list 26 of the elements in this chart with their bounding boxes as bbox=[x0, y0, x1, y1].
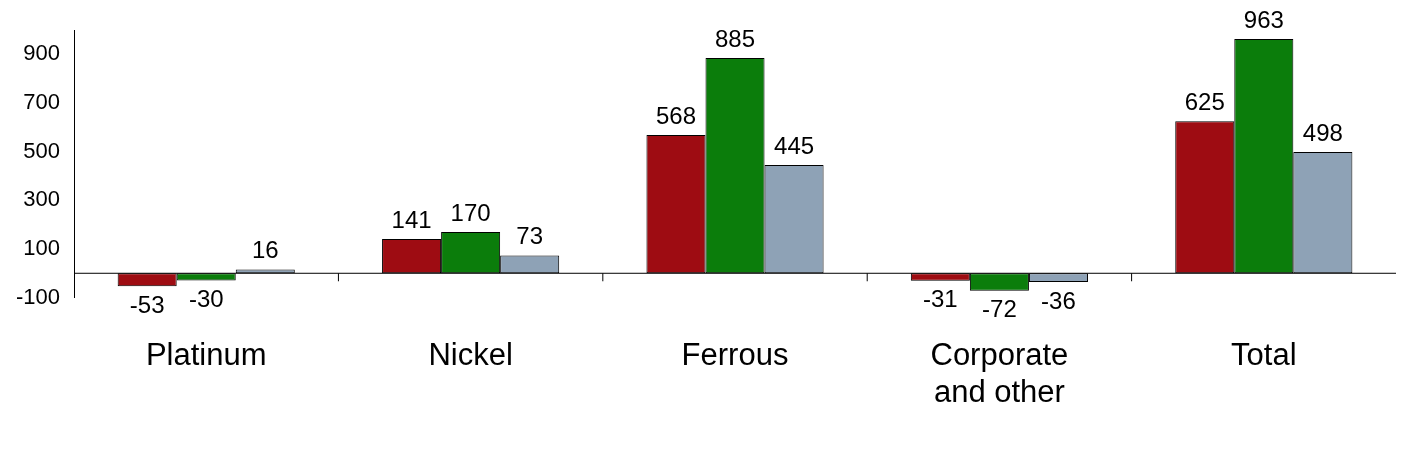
data-label: -53 bbox=[129, 290, 165, 318]
data-label: 141 bbox=[391, 205, 432, 233]
data-label: -30 bbox=[188, 285, 224, 313]
y-tick-label: -100 bbox=[15, 283, 61, 309]
data-label: -72 bbox=[982, 295, 1017, 323]
data-label: -31 bbox=[923, 285, 958, 313]
y-tick-label: 300 bbox=[23, 186, 61, 212]
x-tick-label: Total bbox=[1231, 336, 1297, 372]
data-label: -36 bbox=[1041, 286, 1076, 314]
data-label: 885 bbox=[714, 24, 756, 52]
y-tick-label: 700 bbox=[23, 89, 61, 115]
x-tick-label: Platinum bbox=[145, 336, 267, 372]
y-tick-label: 500 bbox=[23, 137, 61, 163]
data-label: 73 bbox=[516, 222, 544, 250]
y-tick-label: 900 bbox=[23, 40, 61, 66]
data-label: 625 bbox=[1184, 87, 1225, 115]
data-label: 498 bbox=[1302, 118, 1343, 146]
data-label: 170 bbox=[450, 198, 491, 226]
y-tick-label: 100 bbox=[23, 235, 61, 261]
data-label: 568 bbox=[655, 101, 696, 129]
x-tick-label: Corporate and other bbox=[930, 336, 1069, 409]
x-tick-label: Nickel bbox=[428, 336, 513, 372]
data-label: 445 bbox=[774, 131, 815, 159]
data-label: 16 bbox=[251, 236, 279, 264]
data-label: 963 bbox=[1243, 5, 1284, 33]
x-tick-label: Ferrous bbox=[681, 336, 789, 372]
